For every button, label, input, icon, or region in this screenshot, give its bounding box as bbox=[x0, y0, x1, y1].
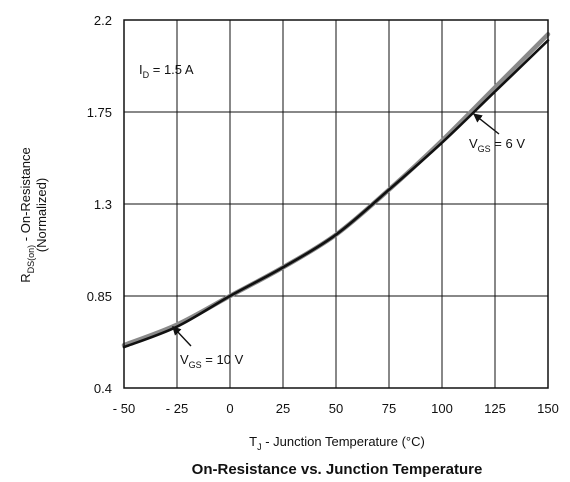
x-axis-label-rest: - Junction Temperature (°C) bbox=[262, 434, 425, 449]
tick-labels: - 50 - 25 0 25 50 75 100 125 150 0.4 0.85 1.3 1.75 2.… bbox=[87, 13, 559, 416]
annotation-vgs-6v-main: V bbox=[469, 136, 478, 151]
annotation-vgs-10v-main: V bbox=[180, 352, 189, 367]
x-tick-label: 125 bbox=[484, 401, 506, 416]
y-axis-label-sub: DS(on) bbox=[26, 245, 36, 274]
annotation-vgs-10v-sub: GS bbox=[189, 360, 202, 370]
x-tick-label: 75 bbox=[382, 401, 396, 416]
annotation-vgs-6v-rest: = 6 V bbox=[491, 136, 526, 151]
annotation-vgs-10v: VGS = 10 V bbox=[180, 352, 244, 370]
annotation-drain-current-main: I bbox=[139, 62, 143, 77]
y-axis-label-main: R bbox=[18, 273, 33, 282]
y-tick-label: 0.85 bbox=[87, 289, 112, 304]
series-line-vgs-6v bbox=[122, 39, 550, 349]
chart-title: On-Resistance vs. Junction Temperature bbox=[192, 461, 483, 478]
x-axis-label-sub: J bbox=[257, 442, 262, 452]
x-axis-label: TJ - Junction Temperature (°C) bbox=[249, 434, 425, 452]
x-tick-label: 150 bbox=[537, 401, 559, 416]
annotation-vgs-10v-arrow bbox=[172, 325, 192, 347]
annotation-vgs-10v-rest: = 10 V bbox=[202, 352, 244, 367]
plot-frame bbox=[123, 19, 549, 389]
x-tick-label: 50 bbox=[329, 401, 343, 416]
x-axis-label-main: T bbox=[249, 434, 257, 449]
y-axis-label-line1: RDS(on) - On-Resistance bbox=[18, 147, 36, 282]
annotation-drain-current-rest: = 1.5 A bbox=[149, 62, 194, 77]
annotation-drain-current: ID = 1.5 A bbox=[139, 62, 194, 80]
x-tick-label: - 50 bbox=[113, 401, 135, 416]
y-tick-label: 1.3 bbox=[94, 197, 112, 212]
y-tick-label: 1.75 bbox=[87, 105, 112, 120]
series-layer bbox=[121, 32, 551, 349]
x-tick-label: 0 bbox=[226, 401, 233, 416]
x-tick-label: 100 bbox=[431, 401, 453, 416]
y-tick-label: 2.2 bbox=[94, 13, 112, 28]
x-tick-label: 25 bbox=[276, 401, 290, 416]
annotation-vgs-6v-sub: GS bbox=[478, 144, 491, 154]
x-tick-label: - 25 bbox=[166, 401, 188, 416]
y-tick-label: 0.4 bbox=[94, 381, 112, 396]
y-axis-label-rest: - On-Resistance bbox=[18, 147, 33, 245]
y-axis-label-line2: (Normalized) bbox=[34, 178, 49, 252]
y-axis-label: RDS(on) - On-Resistance (Normalized) bbox=[18, 147, 49, 282]
grid bbox=[124, 20, 548, 388]
annotation-vgs-6v: VGS = 6 V bbox=[469, 136, 525, 154]
annotation-vgs-6v-arrow bbox=[473, 113, 500, 135]
annotation-drain-current-sub: D bbox=[143, 70, 150, 80]
